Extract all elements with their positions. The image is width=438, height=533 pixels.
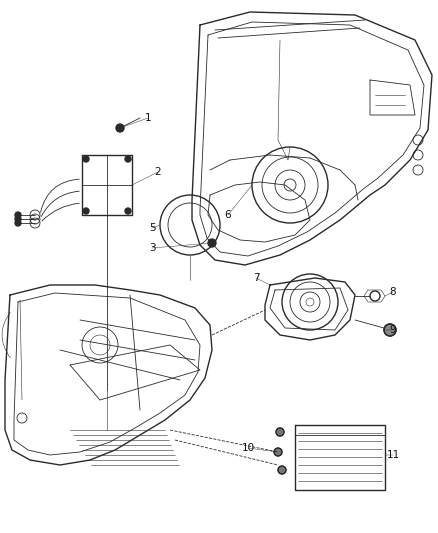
Circle shape	[125, 208, 131, 214]
Circle shape	[278, 466, 286, 474]
Text: 10: 10	[241, 443, 254, 453]
Circle shape	[83, 156, 89, 162]
Circle shape	[276, 428, 284, 436]
Circle shape	[208, 239, 216, 247]
Circle shape	[384, 324, 396, 336]
Text: 8: 8	[390, 287, 396, 297]
Text: 5: 5	[148, 223, 155, 233]
Circle shape	[125, 156, 131, 162]
Text: 2: 2	[155, 167, 161, 177]
Text: 11: 11	[386, 450, 399, 460]
Circle shape	[83, 208, 89, 214]
Circle shape	[15, 220, 21, 226]
Text: 3: 3	[148, 243, 155, 253]
Circle shape	[274, 448, 282, 456]
Circle shape	[15, 216, 21, 222]
Text: 6: 6	[225, 210, 231, 220]
Circle shape	[116, 124, 124, 132]
Circle shape	[15, 212, 21, 218]
Text: 7: 7	[253, 273, 259, 283]
Text: 9: 9	[390, 325, 396, 335]
Text: 1: 1	[145, 113, 151, 123]
